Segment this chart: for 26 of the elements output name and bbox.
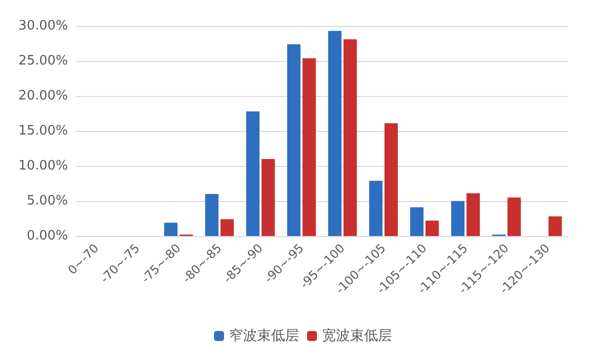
bar [384, 123, 398, 236]
bar [426, 220, 439, 236]
bar [205, 194, 218, 236]
y-tick-label: 25.00% [18, 54, 68, 68]
y-tick-label: 30.00% [18, 18, 68, 34]
bar [164, 222, 178, 236]
y-tick-label: 15.00% [18, 124, 68, 138]
bar [287, 44, 300, 236]
bar [344, 39, 357, 236]
bar [220, 219, 234, 236]
bar [262, 159, 275, 236]
legend-label: 窄波束低层 [229, 328, 299, 344]
bar [548, 216, 562, 236]
y-tick-label: 10.00% [18, 158, 68, 174]
y-tick-label: 5.00% [26, 194, 68, 208]
bar [466, 193, 480, 236]
bar [451, 201, 464, 236]
bar [369, 180, 382, 236]
legend-label: 宽波束低层 [322, 328, 392, 344]
y-tick-label: 0.00% [26, 228, 68, 244]
bar [246, 111, 260, 236]
bar [508, 198, 521, 236]
bar [328, 30, 342, 236]
bar [410, 207, 424, 236]
bar [302, 58, 316, 236]
y-tick-label: 20.00% [18, 88, 68, 104]
